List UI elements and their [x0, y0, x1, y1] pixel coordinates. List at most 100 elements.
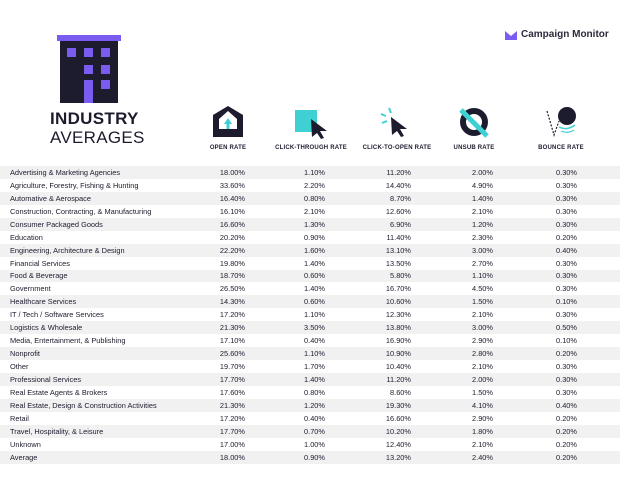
rate-value: 17.20%: [219, 413, 245, 423]
rate-value: 2.40%: [472, 452, 493, 462]
rate-value: 10.60%: [385, 297, 411, 307]
rate-value: 0.90%: [304, 452, 325, 462]
rate-value: 1.40%: [304, 374, 325, 384]
rate-value: 0.30%: [556, 310, 577, 320]
table-row: Unknown 17.00% 1.00% 12.40% 2.10% 0.20%: [0, 438, 620, 451]
industry-name: Real Estate, Design & Construction Activ…: [10, 400, 157, 410]
rate-value: 11.40%: [386, 232, 411, 242]
table-row: Consumer Packaged Goods 16.60% 1.30% 6.90% 1…: [0, 217, 620, 231]
rate-value: 0.60%: [304, 271, 325, 281]
rate-value: 16.40%: [219, 193, 245, 203]
title-line-1: INDUSTRY: [50, 109, 139, 128]
rate-value: 1.10%: [304, 310, 325, 320]
rate-value: 16.60%: [385, 413, 411, 423]
rate-value: 1.10%: [304, 349, 325, 359]
industry-name: Engineering, Architecture & Design: [10, 245, 125, 255]
rate-value: 1.50%: [472, 387, 493, 397]
table-row: Media, Entertainment, & Publishing 17.10%…: [0, 334, 620, 347]
rate-value: 21.30%: [219, 323, 245, 333]
industry-name: Professional Services: [10, 374, 82, 384]
rate-value: 1.60%: [304, 245, 325, 255]
campaign-monitor-logo-icon: [505, 30, 517, 40]
industry-name: Unknown: [10, 439, 41, 449]
industry-name: Financial Services: [10, 258, 70, 268]
column-label: BOUNCE RATE: [538, 145, 584, 151]
rate-value: 11.20%: [386, 374, 411, 384]
rate-value: 0.20%: [556, 413, 577, 423]
column-label: OPEN RATE: [209, 145, 247, 151]
rate-value: 1.70%: [304, 362, 325, 372]
rate-value: 0.70%: [304, 426, 325, 436]
rate-value: 1.30%: [304, 219, 325, 229]
table-row: Healthcare Services 14.30% 0.60% 10.60% 1.50…: [0, 295, 620, 309]
rate-value: 0.80%: [304, 387, 325, 397]
table-row: Food & Beverage 18.70% 0.60% 5.80% 1.10% 0.30…: [0, 269, 620, 283]
industry-table: Advertising & Marketing Agencies 18.00% 1.…: [0, 166, 620, 464]
building-icon: [57, 35, 121, 103]
rate-value: 13.20%: [385, 452, 411, 462]
rate-value: 14.40%: [385, 180, 411, 190]
table-row: Advertising & Marketing Agencies 18.00% 1.…: [0, 166, 620, 179]
rate-value: 1.40%: [304, 284, 325, 294]
rate-value: 1.00%: [304, 439, 325, 449]
column-header-unsub-rate: UNSUB RATE: [429, 103, 519, 151]
rate-value: 0.30%: [556, 167, 577, 177]
rate-value: 0.30%: [556, 258, 577, 268]
rate-value: 18.00%: [219, 167, 245, 177]
rate-value: 1.40%: [472, 193, 493, 203]
rate-value: 17.70%: [219, 426, 245, 436]
rate-value: 0.40%: [556, 400, 577, 410]
rate-value: 4.90%: [472, 180, 493, 190]
table-row: Travel, Hospitality, & Leisure 17.70% 0.70…: [0, 424, 620, 438]
rate-value: 17.20%: [219, 310, 245, 320]
rate-value: 3.00%: [472, 323, 493, 333]
rate-value: 17.10%: [219, 336, 245, 346]
rate-value: 1.40%: [304, 258, 325, 268]
table-row: Retail 17.20% 0.40% 16.60% 2.90% 0.20%: [0, 412, 620, 425]
rate-value: 17.00%: [219, 439, 245, 449]
rate-value: 2.10%: [472, 439, 493, 449]
column-header-click-through-rate: CLICK-THROUGH RATE: [266, 103, 356, 151]
rate-value: 1.20%: [304, 400, 325, 410]
rate-value: 8.60%: [390, 387, 411, 397]
table-row: Construction, Contracting, & Manufacturi…: [0, 205, 620, 218]
rate-value: 2.10%: [472, 206, 493, 216]
industry-name: Advertising & Marketing Agencies: [10, 167, 121, 177]
rate-value: 0.20%: [556, 426, 577, 436]
industry-name: Food & Beverage: [10, 271, 68, 281]
industry-name: Agriculture, Forestry, Fishing & Hunting: [10, 180, 139, 190]
rate-value: 19.30%: [385, 400, 411, 410]
envelope-icon: [213, 106, 243, 137]
rate-value: 2.00%: [472, 374, 493, 384]
column-label: UNSUB RATE: [453, 145, 495, 151]
rate-value: 0.30%: [556, 362, 577, 372]
rate-value: 0.20%: [556, 349, 577, 359]
rate-value: 16.70%: [385, 284, 411, 294]
column-header-open-rate: OPEN RATE: [183, 103, 273, 151]
rate-value: 22.20%: [219, 245, 245, 255]
rate-value: 10.40%: [385, 362, 411, 372]
bounce-icon: [546, 107, 576, 137]
rate-value: 0.30%: [556, 387, 577, 397]
industry-name: Real Estate Agents & Brokers: [10, 387, 108, 397]
rate-value: 12.60%: [385, 206, 411, 216]
rate-value: 2.10%: [472, 362, 493, 372]
table-row: Financial Services 19.80% 1.40% 13.50% 2.70%…: [0, 257, 620, 270]
industry-name: Media, Entertainment, & Publishing: [10, 336, 126, 346]
rate-value: 0.30%: [556, 219, 577, 229]
industry-name: Travel, Hospitality, & Leisure: [10, 426, 104, 436]
rate-value: 12.40%: [385, 439, 411, 449]
industry-name: IT / Tech / Software Services: [10, 310, 104, 320]
unsubscribe-icon: [459, 108, 489, 138]
rate-value: 13.80%: [385, 323, 411, 333]
rate-value: 4.50%: [472, 284, 493, 294]
rate-value: 2.80%: [472, 349, 493, 359]
table-row: Average 18.00% 0.90% 13.20% 2.40% 0.20%: [0, 450, 620, 464]
rate-value: 2.90%: [472, 413, 493, 423]
rate-value: 0.40%: [304, 413, 325, 423]
table-row: Nonprofit 25.60% 1.10% 10.90% 2.80% 0.20%: [0, 347, 620, 361]
rate-value: 1.20%: [472, 219, 493, 229]
rate-value: 2.70%: [472, 258, 493, 268]
rate-value: 21.30%: [219, 400, 245, 410]
rate-value: 12.30%: [385, 310, 411, 320]
